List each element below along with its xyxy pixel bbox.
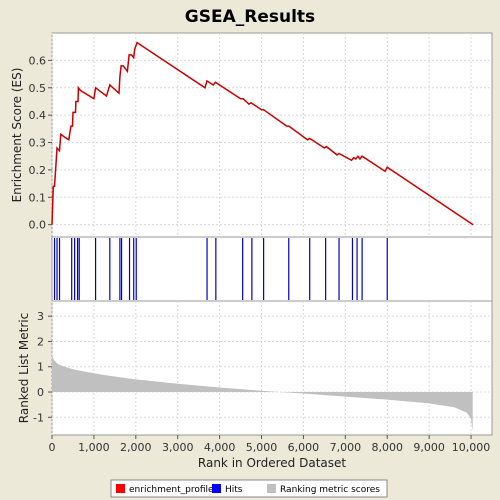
enrichment-plot-area bbox=[51, 32, 493, 238]
legend: enrichment_profile Hits Ranking metric s… bbox=[110, 479, 388, 498]
x-tick-label: 8,000 bbox=[371, 441, 403, 454]
ranking-tick-label: -1 bbox=[33, 411, 44, 424]
x-axis-label: Rank in Ordered Dataset bbox=[198, 456, 346, 470]
ranking-tick-label: 0 bbox=[37, 386, 44, 399]
es-tick-label: 0.3 bbox=[29, 137, 47, 150]
legend-swatch-enrichment-profile bbox=[116, 484, 125, 493]
es-y-ticks: 0.0 0.1 0.2 0.3 0.4 0.5 0.6 bbox=[29, 54, 52, 232]
x-tick-label: 7,000 bbox=[330, 441, 362, 454]
enrichment-profile-line bbox=[51, 41, 474, 226]
x-tick-label: 4,000 bbox=[204, 441, 236, 454]
es-tick-label: 0.2 bbox=[29, 164, 47, 177]
ranking-y-axis-label: Ranked List Metric bbox=[17, 313, 31, 423]
es-tick-label: 0.5 bbox=[29, 82, 47, 95]
es-tick-label: 0.1 bbox=[29, 191, 47, 204]
hits-plot-area bbox=[51, 236, 493, 302]
chart-title: GSEA_Results bbox=[185, 7, 315, 27]
ranking-metric-area bbox=[52, 355, 473, 432]
x-tick-label: 3,000 bbox=[162, 441, 194, 454]
x-tick-label: 9,000 bbox=[413, 441, 445, 454]
es-grid bbox=[51, 33, 492, 237]
es-tick-label: 0.4 bbox=[29, 109, 47, 122]
legend-label-enrichment-profile: enrichment_profile bbox=[129, 485, 214, 495]
ranking-metric-fill bbox=[52, 355, 473, 432]
ranking-plot-area bbox=[51, 300, 493, 436]
ranking-tick-label: 2 bbox=[37, 335, 44, 348]
x-tick-label: 2,000 bbox=[120, 441, 152, 454]
hit-lines bbox=[53, 238, 388, 300]
ranking-y-ticks: -1 0 1 2 3 bbox=[33, 310, 52, 424]
es-tick-label: 0.6 bbox=[29, 54, 47, 67]
enrichment-profile-path bbox=[51, 41, 474, 226]
x-tick-label: 0 bbox=[49, 441, 56, 454]
x-tick-label: 5,000 bbox=[246, 441, 278, 454]
es-tick-label: 0.0 bbox=[29, 219, 47, 232]
x-tick-label: 10,000 bbox=[452, 441, 491, 454]
x-tick-label: 6,000 bbox=[288, 441, 320, 454]
ranking-tick-label: 3 bbox=[37, 310, 44, 323]
legend-label-hits: Hits bbox=[225, 485, 243, 495]
legend-swatch-ranking-metric-scores bbox=[267, 484, 276, 493]
legend-swatch-hits bbox=[212, 484, 221, 493]
legend-label-ranking-metric-scores: Ranking metric scores bbox=[280, 485, 380, 495]
ranking-grid bbox=[51, 301, 492, 435]
es-y-axis-label: Enrichment Score (ES) bbox=[10, 68, 24, 203]
x-tick-label: 1,000 bbox=[78, 441, 110, 454]
legend-box bbox=[110, 479, 388, 498]
ranking-tick-label: 1 bbox=[37, 361, 44, 374]
x-ticks: 0 1,000 2,000 3,000 4,000 5,000 6,000 7,000 8,00… bbox=[49, 435, 491, 454]
